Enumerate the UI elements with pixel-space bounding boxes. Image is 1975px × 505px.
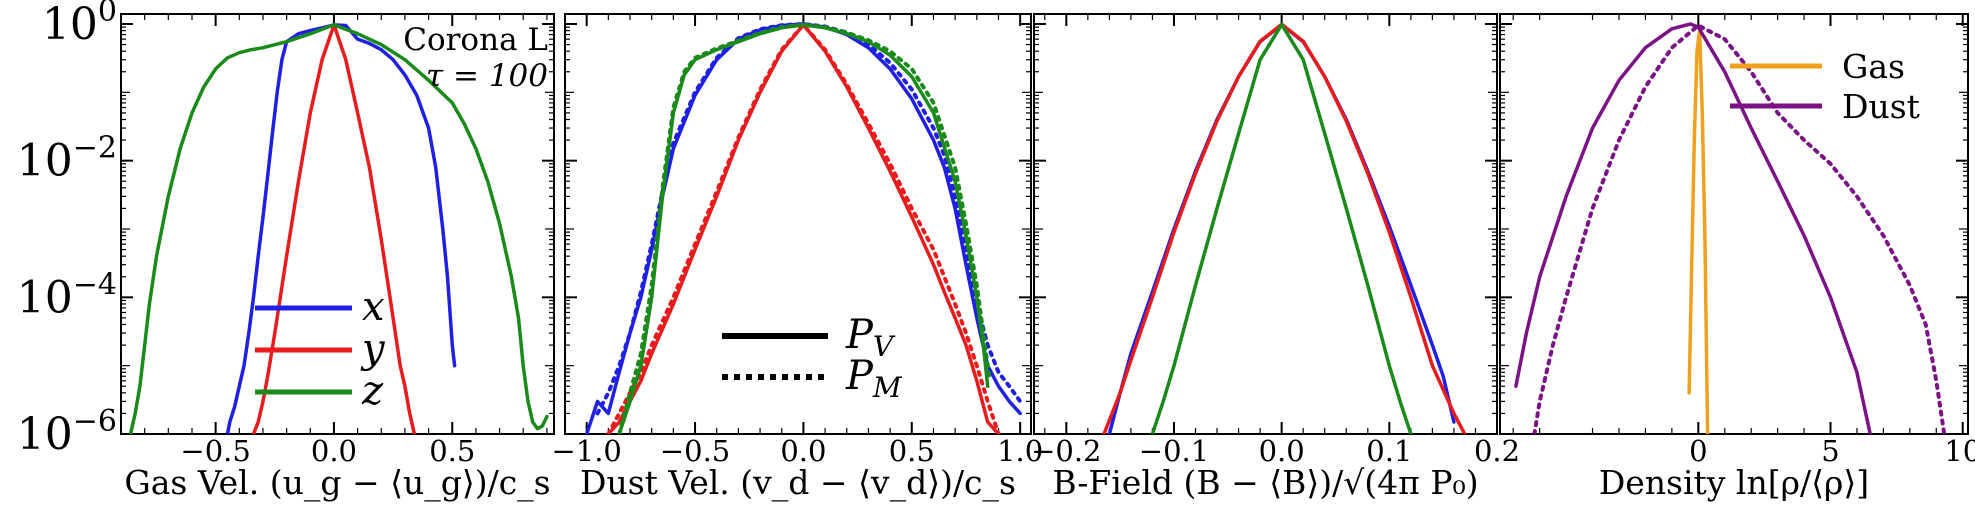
legend-x-label: x — [362, 284, 385, 330]
series-group — [584, 22, 1023, 434]
axes-frame — [1033, 13, 1498, 435]
series-group — [128, 23, 549, 434]
y-tick-label: 10−6 — [17, 404, 117, 460]
y-tick-label: 10−2 — [17, 131, 117, 187]
legend-pm-sub: M — [872, 371, 903, 404]
series-line-1 — [584, 22, 1022, 434]
legend-z-label: z — [361, 368, 384, 414]
y-tick-exponent: 0 — [98, 0, 117, 29]
annotation-line-1: Corona L — [403, 22, 548, 58]
overlay: Corona L τ = 100 x y z PV PM Gas Dust — [255, 22, 1920, 414]
x-tick-label: 5 — [1821, 434, 1839, 468]
axes-frame — [120, 13, 555, 435]
x-tick-label: 0.1 — [1366, 434, 1412, 468]
legend-pv-label: PV — [845, 312, 896, 363]
x-tick-label: −0.5 — [180, 434, 250, 468]
legend-velocity-components: x y z — [255, 284, 386, 414]
series-line-5 — [617, 23, 990, 434]
x-tick-label: 0.2 — [1474, 434, 1520, 468]
x-tick-label: 0 — [1689, 434, 1707, 468]
legend-pv-main: P — [845, 312, 874, 358]
x-axis-label: B-Field (B − ⟨B⟩)/√(4π P₀) — [1052, 463, 1478, 502]
series-line-2 — [1514, 22, 1872, 434]
legend-pv-sub: V — [873, 330, 896, 363]
series-line-3 — [128, 23, 549, 434]
panel-4: 0 5 10 Density ln[ρ/⟨ρ⟩] — [1499, 13, 1975, 502]
legend-gas-dust: Gas Dust — [1730, 47, 1920, 126]
legend-pm-main: P — [845, 353, 874, 399]
annotation-line-2: τ = 100 — [426, 58, 548, 94]
series-line-4 — [606, 22, 1001, 434]
legend-dust-label: Dust — [1842, 87, 1920, 126]
x-tick-label: 0.0 — [311, 434, 357, 468]
series-line-1 — [1687, 28, 1710, 434]
series-line-3 — [1150, 22, 1413, 434]
y-tick-mantissa: 10 — [17, 272, 73, 323]
series-line-1 — [225, 23, 457, 434]
x-tick-label: −0.1 — [1139, 434, 1209, 468]
y-tick-label: 100 — [42, 0, 117, 50]
series-line-6 — [617, 22, 992, 434]
series-line-1 — [1107, 22, 1456, 434]
x-axis-label: Dust Vel. (v_d − ⟨v_d⟩)/c_s — [580, 463, 1016, 503]
legend-y-label: y — [360, 326, 386, 372]
y-tick-exponent: −6 — [73, 404, 117, 439]
x-tick-label: 0.5 — [889, 434, 935, 468]
x-tick-label: 0.5 — [429, 434, 475, 468]
series-group — [1514, 22, 1947, 434]
series-line-2 — [1102, 22, 1467, 434]
x-tick-label: 10 — [1944, 434, 1975, 468]
series-group — [1102, 22, 1467, 434]
x-tick-label: 1.0 — [997, 434, 1043, 468]
axes-frame — [564, 13, 1032, 435]
axes-frame — [1499, 13, 1969, 435]
y-tick-mantissa: 10 — [17, 136, 73, 187]
x-tick-label: −0.5 — [660, 434, 730, 468]
legend-pm-label: PM — [845, 353, 903, 404]
series-line-3 — [606, 23, 1001, 434]
series-line-3 — [1532, 23, 1947, 434]
legend-gas-label: Gas — [1842, 47, 1905, 86]
x-tick-label: −1.0 — [551, 434, 621, 468]
y-tick-label: 10−4 — [17, 267, 117, 323]
y-tick-exponent: −2 — [73, 131, 117, 166]
panel-3: −0.2 −0.1 0.0 0.1 0.2B-Field (B − ⟨B⟩)/√(4π … — [1031, 13, 1520, 502]
x-axis-label: Density ln[ρ/⟨ρ⟩] — [1599, 463, 1869, 502]
x-tick-label: −0.2 — [1031, 434, 1101, 468]
y-tick-exponent: −4 — [73, 267, 117, 302]
x-axis-label: Gas Vel. (u_g − ⟨u_g⟩)/c_s — [124, 463, 550, 503]
y-tick-mantissa: 10 — [17, 409, 73, 460]
legend-pv-pm: PV PM — [722, 312, 903, 404]
y-tick-mantissa: 10 — [42, 0, 98, 50]
x-tick-label: 0.0 — [780, 434, 826, 468]
x-tick-label: 0.0 — [1259, 434, 1305, 468]
